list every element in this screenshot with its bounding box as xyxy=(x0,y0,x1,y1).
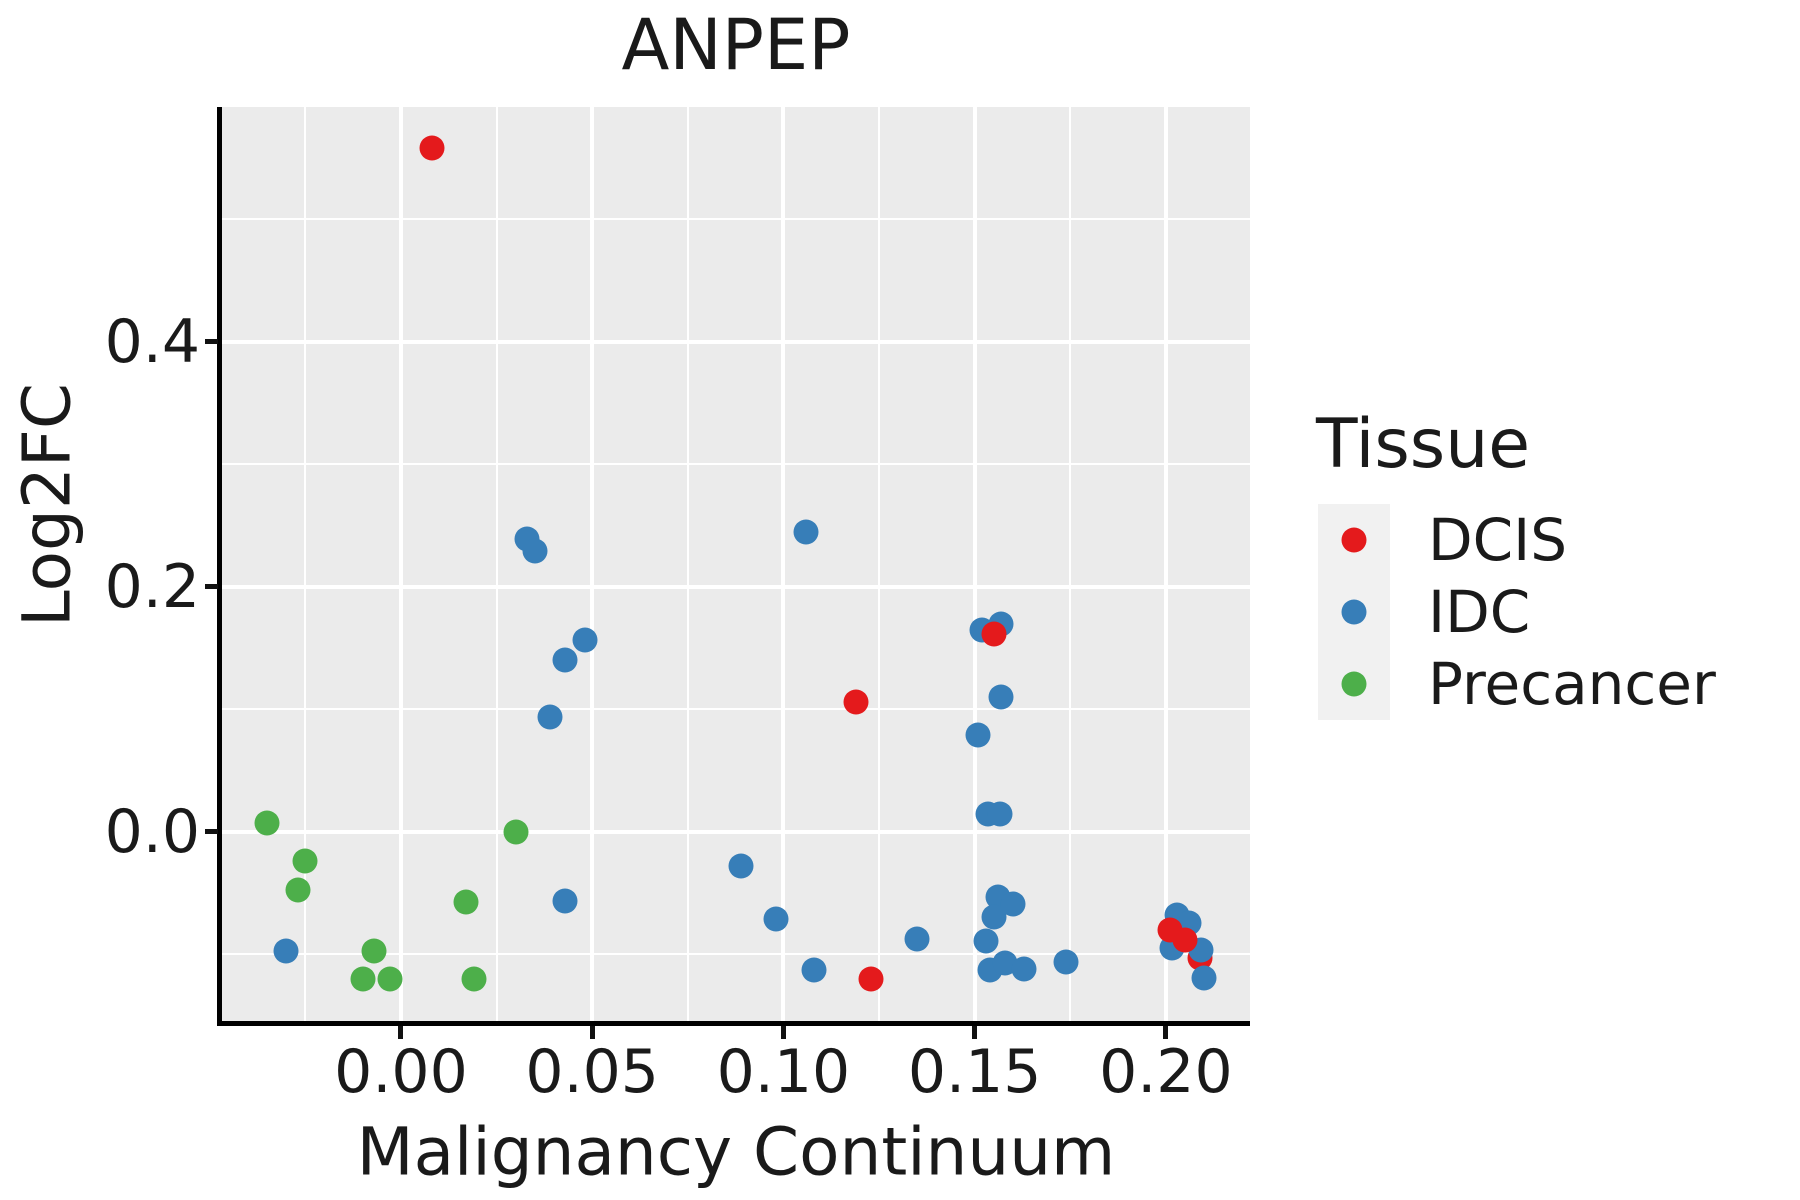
gridline-major-vertical xyxy=(590,107,595,1021)
legend-swatch-dcis-icon xyxy=(1341,527,1367,553)
y-tick-mark xyxy=(205,339,218,345)
data-point-idc xyxy=(552,888,578,914)
data-point-precancer xyxy=(453,889,479,915)
y-tick-label: 0.4 xyxy=(104,306,200,377)
gridline-major-vertical xyxy=(1163,107,1168,1021)
gridline-major-vertical xyxy=(781,107,786,1021)
data-point-idc xyxy=(1011,956,1037,982)
data-point-dcis xyxy=(419,135,445,161)
y-tick-label: 0.0 xyxy=(104,796,200,867)
data-point-idc xyxy=(728,853,754,879)
gridline-minor-vertical xyxy=(495,107,498,1021)
data-point-precancer xyxy=(361,938,387,964)
data-point-precancer xyxy=(461,966,487,992)
data-point-idc xyxy=(522,538,548,564)
gridline-major-horizontal xyxy=(222,339,1250,344)
y-tick-label: 0.2 xyxy=(104,551,200,622)
y-axis-line xyxy=(217,107,222,1026)
legend-swatch-precancer-icon xyxy=(1341,671,1367,697)
x-tick-mark xyxy=(398,1026,404,1039)
data-point-idc xyxy=(552,647,578,673)
data-point-precancer xyxy=(254,810,280,836)
x-axis-title: Malignancy Continuum xyxy=(356,1113,1116,1191)
y-tick-mark xyxy=(205,584,218,590)
data-point-idc xyxy=(981,904,1007,929)
x-tick-label: 0.10 xyxy=(716,1037,851,1107)
data-point-idc xyxy=(973,928,999,954)
data-point-dcis xyxy=(843,689,869,715)
gridline-minor-vertical xyxy=(878,107,881,1021)
legend-title: Tissue xyxy=(1316,405,1531,484)
gridline-major-horizontal xyxy=(222,829,1250,834)
x-tick-mark xyxy=(589,1026,595,1039)
legend-key-idc xyxy=(1318,576,1390,648)
legend-key-dcis xyxy=(1318,504,1390,576)
x-tick-label: 0.15 xyxy=(907,1037,1042,1107)
data-point-precancer xyxy=(292,848,318,874)
legend-label-dcis: DCIS xyxy=(1428,506,1568,574)
plot-panel xyxy=(222,107,1250,1021)
data-point-idc xyxy=(1053,949,1079,975)
data-point-idc xyxy=(763,906,789,932)
data-point-idc xyxy=(572,627,598,653)
data-point-idc xyxy=(988,684,1014,710)
data-point-precancer xyxy=(350,966,376,992)
y-axis-title: Log2FC xyxy=(8,383,86,627)
plot-title: ANPEP xyxy=(621,4,851,86)
gridline-minor-vertical xyxy=(304,107,307,1021)
legend-key-precancer xyxy=(1318,648,1390,720)
x-tick-label: 0.20 xyxy=(1099,1037,1233,1107)
data-point-idc xyxy=(537,704,563,730)
data-point-precancer xyxy=(285,877,311,903)
gridline-minor-vertical xyxy=(686,107,689,1021)
x-tick-label: 0.00 xyxy=(334,1037,468,1107)
data-point-idc xyxy=(904,926,930,952)
gridline-minor-vertical xyxy=(1069,107,1072,1021)
legend-label-idc: IDC xyxy=(1428,578,1531,646)
data-point-dcis xyxy=(981,621,1007,647)
data-point-idc xyxy=(965,722,991,748)
legend-swatch-idc-icon xyxy=(1341,599,1367,625)
gridline-minor-horizontal xyxy=(222,463,1250,466)
y-tick-mark xyxy=(205,829,218,835)
x-tick-mark xyxy=(972,1026,978,1039)
data-point-dcis xyxy=(858,966,884,992)
x-axis-line xyxy=(217,1021,1250,1026)
gridline-major-horizontal xyxy=(222,584,1250,589)
data-point-idc xyxy=(987,801,1012,827)
data-point-precancer xyxy=(503,819,529,845)
gridline-minor-horizontal xyxy=(222,953,1250,956)
x-tick-mark xyxy=(1163,1026,1169,1039)
x-tick-mark xyxy=(780,1026,786,1039)
data-point-idc xyxy=(793,519,819,545)
data-point-idc xyxy=(273,938,299,964)
data-point-dcis xyxy=(1172,927,1198,953)
gridline-major-vertical xyxy=(398,107,403,1021)
gridline-major-vertical xyxy=(972,107,977,1021)
x-tick-label: 0.05 xyxy=(525,1037,659,1107)
data-point-precancer xyxy=(377,966,402,992)
gridline-minor-horizontal xyxy=(222,708,1250,711)
gridline-minor-horizontal xyxy=(222,218,1250,221)
data-point-idc xyxy=(1191,965,1217,991)
legend-label-precancer: Precancer xyxy=(1428,650,1716,718)
data-point-idc xyxy=(801,957,827,983)
